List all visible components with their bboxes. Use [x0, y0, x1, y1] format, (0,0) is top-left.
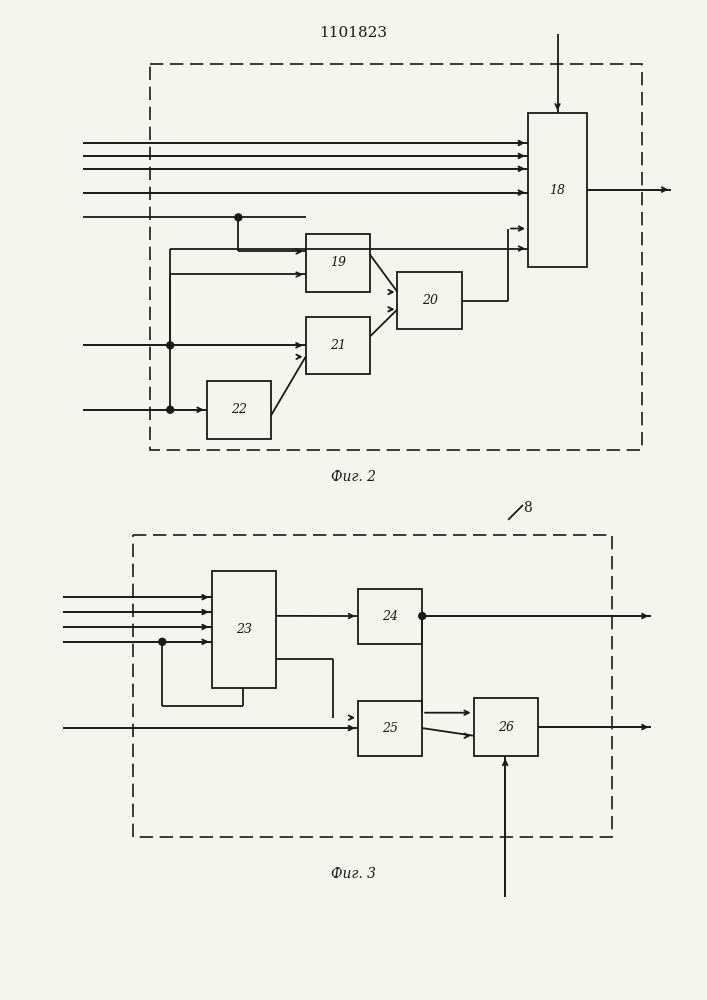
Text: 23: 23 — [236, 623, 252, 636]
Text: 19: 19 — [329, 256, 346, 269]
Bar — [358, 701, 422, 756]
Circle shape — [159, 638, 165, 645]
Bar — [358, 589, 422, 644]
Bar — [211, 571, 276, 688]
Text: 18: 18 — [549, 184, 566, 197]
Bar — [474, 698, 538, 756]
Circle shape — [419, 613, 426, 619]
Circle shape — [167, 406, 174, 413]
Bar — [133, 535, 612, 837]
Bar — [305, 234, 370, 292]
Text: 20: 20 — [421, 294, 438, 307]
Text: Фиг. 2: Фиг. 2 — [330, 470, 375, 484]
Bar — [305, 317, 370, 374]
Circle shape — [167, 342, 174, 349]
Text: 21: 21 — [329, 339, 346, 352]
Text: 1101823: 1101823 — [319, 26, 387, 40]
Text: 25: 25 — [382, 722, 398, 735]
Bar — [528, 113, 588, 267]
Text: 24: 24 — [382, 610, 398, 623]
Circle shape — [235, 214, 242, 221]
Text: 8: 8 — [524, 501, 532, 515]
Text: 22: 22 — [231, 403, 247, 416]
Text: Фиг. 3: Фиг. 3 — [330, 867, 375, 881]
Bar — [206, 381, 271, 439]
Bar — [397, 272, 462, 329]
Bar — [151, 64, 641, 450]
Text: 26: 26 — [498, 721, 514, 734]
